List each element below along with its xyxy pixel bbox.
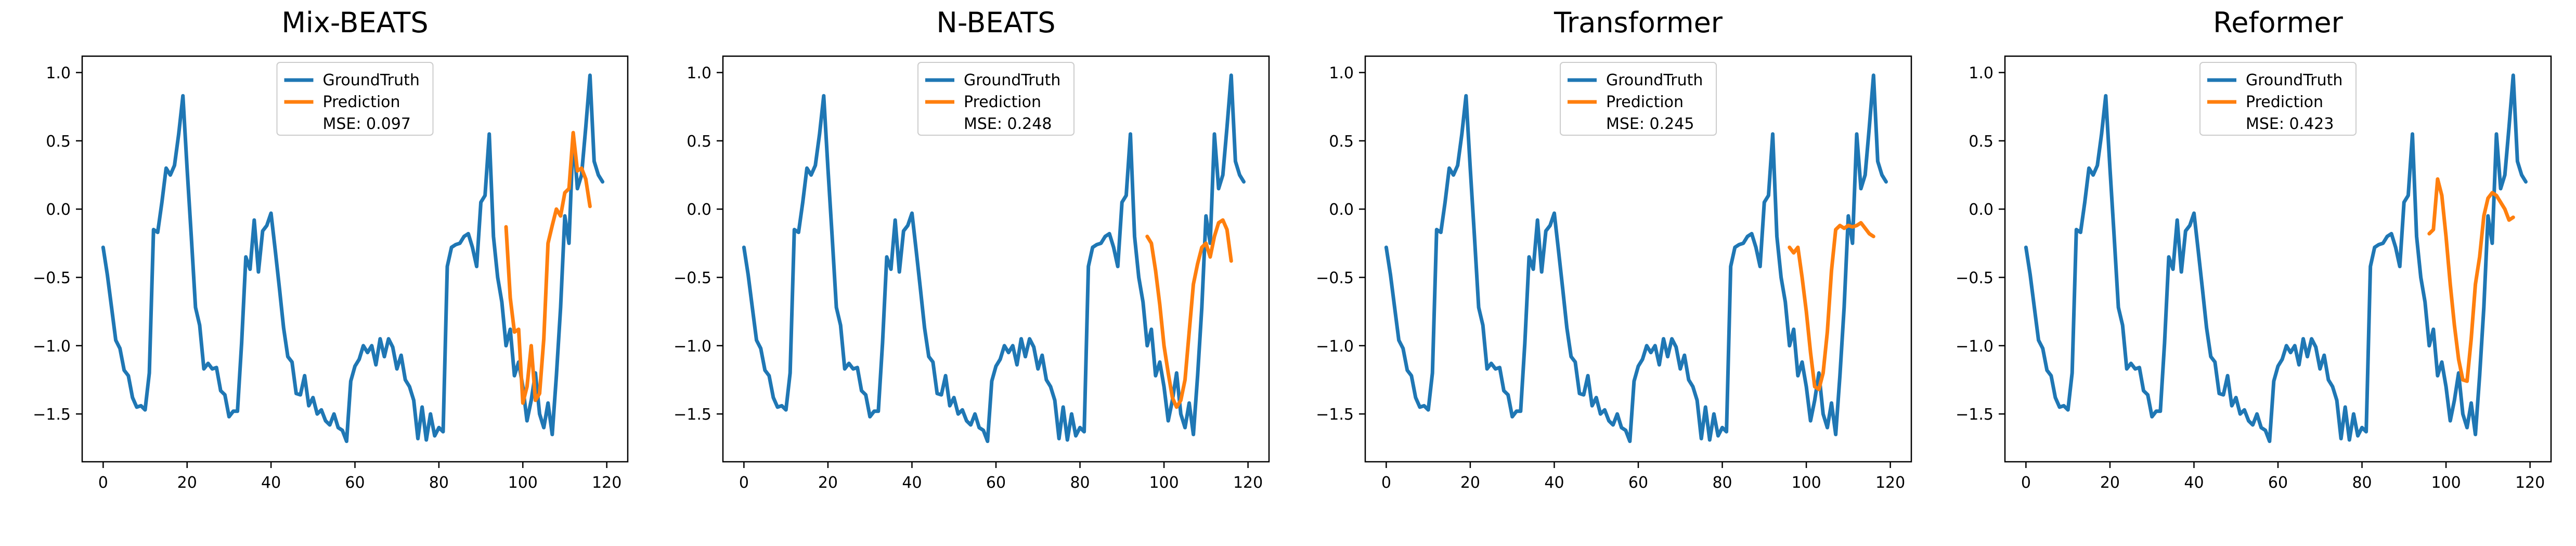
x-tick-label: 0	[739, 474, 749, 492]
x-tick-label: 60	[1628, 474, 1648, 492]
x-tick-label: 40	[902, 474, 922, 492]
legend-box	[2199, 62, 2357, 136]
prediction-line	[1788, 220, 1875, 392]
y-tick-label: 1.0	[46, 64, 71, 83]
x-tick-label: 60	[986, 474, 1006, 492]
x-tick-label: 100	[2431, 474, 2461, 492]
legend: GroundTruth Prediction MSE: 0.248	[917, 62, 1075, 136]
legend: GroundTruth Prediction MSE: 0.245	[1560, 62, 1717, 136]
legend-prediction-label: Prediction	[2246, 93, 2323, 111]
legend-prediction-label: Prediction	[1606, 93, 1684, 111]
mse-annotation: MSE: 0.245	[1606, 115, 1694, 133]
y-tick-label: −0.5	[1956, 269, 1994, 287]
y-tick-label: −1.0	[33, 337, 71, 356]
x-tick-label: 120	[592, 474, 622, 492]
x-tick-label: 40	[261, 474, 281, 492]
y-tick-label: −1.0	[674, 337, 711, 356]
chart-title: Mix-BEATS	[281, 6, 428, 39]
legend: GroundTruth Prediction MSE: 0.423	[2199, 62, 2357, 136]
x-tick-label: 20	[818, 474, 838, 492]
groundtruth-line	[1384, 73, 1888, 444]
y-tick-label: 0.0	[1969, 201, 1994, 219]
chart-panel: Transformer 0 20 40 60 80 100 120 −1.5 −1.0 −0.5 0.…	[1316, 6, 1912, 492]
legend-groundtruth-label: GroundTruth	[964, 71, 1060, 89]
x-tick-label: 100	[508, 474, 538, 492]
chart-title: Transformer	[1554, 6, 1723, 39]
x-tick-label: 20	[177, 474, 197, 492]
x-tick-label: 100	[1149, 474, 1179, 492]
mse-annotation: MSE: 0.248	[964, 115, 1052, 133]
x-tick-label: 60	[345, 474, 365, 492]
legend-box	[276, 62, 434, 136]
x-tick-label: 20	[1460, 474, 1480, 492]
x-tick-label: 120	[1875, 474, 1905, 492]
chart-title: Reformer	[2213, 6, 2343, 39]
legend-prediction-label: Prediction	[964, 93, 1041, 111]
y-tick-label: −1.0	[1316, 337, 1354, 356]
y-tick-label: −0.5	[674, 269, 711, 287]
x-tick-label: 80	[1712, 474, 1732, 492]
y-tick-label: 0.5	[1969, 133, 1994, 151]
y-tick-label: −1.0	[1956, 337, 1994, 356]
chart-panel: Mix-BEATS 0 20 40 60 80 100 120 −1.5 −1.0 −0.5 0.0 0…	[33, 6, 629, 492]
x-tick-label: 80	[2352, 474, 2372, 492]
chart-panel: N-BEATS 0 20 40 60 80 100 120 −1.5 −1.0 −0.5 0.0 0.5…	[674, 6, 1270, 492]
x-tick-label: 120	[1233, 474, 1263, 492]
x-tick-label: 20	[2100, 474, 2120, 492]
y-tick-label: −1.5	[1956, 406, 1994, 424]
mse-annotation: MSE: 0.423	[2246, 115, 2334, 133]
y-tick-label: −0.5	[1316, 269, 1354, 287]
x-tick-label: 100	[1791, 474, 1821, 492]
x-tick-label: 0	[1381, 474, 1391, 492]
y-tick-label: 0.5	[687, 133, 711, 151]
x-tick-label: 40	[1544, 474, 1564, 492]
x-tick-label: 80	[1070, 474, 1090, 492]
y-tick-label: 1.0	[687, 64, 711, 83]
y-tick-label: 1.0	[1969, 64, 1994, 83]
x-tick-label: 40	[2184, 474, 2204, 492]
prediction-line	[504, 131, 592, 405]
chart-panel: Reformer 0 20 40 60 80 100 120 −1.5 −1.0 −0.5 0.0 0.…	[1956, 6, 2552, 492]
y-tick-label: 0.0	[1329, 201, 1354, 219]
x-tick-label: 0	[2021, 474, 2031, 492]
groundtruth-line	[2024, 73, 2528, 444]
y-tick-label: −1.5	[33, 406, 71, 424]
y-tick-label: 0.0	[687, 201, 711, 219]
legend-groundtruth-label: GroundTruth	[2246, 71, 2342, 89]
prediction-line	[2427, 177, 2515, 383]
y-tick-label: −0.5	[33, 269, 71, 287]
x-tick-label: 120	[2515, 474, 2545, 492]
y-tick-label: −1.5	[1316, 406, 1354, 424]
y-tick-label: 0.5	[1329, 133, 1354, 151]
y-tick-label: −1.5	[674, 406, 711, 424]
legend-box	[1560, 62, 1717, 136]
legend-prediction-label: Prediction	[323, 93, 400, 111]
x-tick-label: 60	[2268, 474, 2288, 492]
legend-box	[917, 62, 1075, 136]
prediction-line	[1145, 218, 1233, 409]
y-tick-label: 0.0	[46, 201, 71, 219]
y-tick-label: 1.0	[1329, 64, 1354, 83]
groundtruth-line	[742, 73, 1246, 444]
legend-groundtruth-label: GroundTruth	[323, 71, 420, 89]
y-tick-label: 0.5	[46, 133, 71, 151]
chart-title: N-BEATS	[936, 6, 1055, 39]
legend: GroundTruth Prediction MSE: 0.097	[276, 62, 434, 136]
mse-annotation: MSE: 0.097	[323, 115, 411, 133]
x-tick-label: 80	[429, 474, 449, 492]
x-tick-label: 0	[98, 474, 108, 492]
legend-groundtruth-label: GroundTruth	[1606, 71, 1703, 89]
